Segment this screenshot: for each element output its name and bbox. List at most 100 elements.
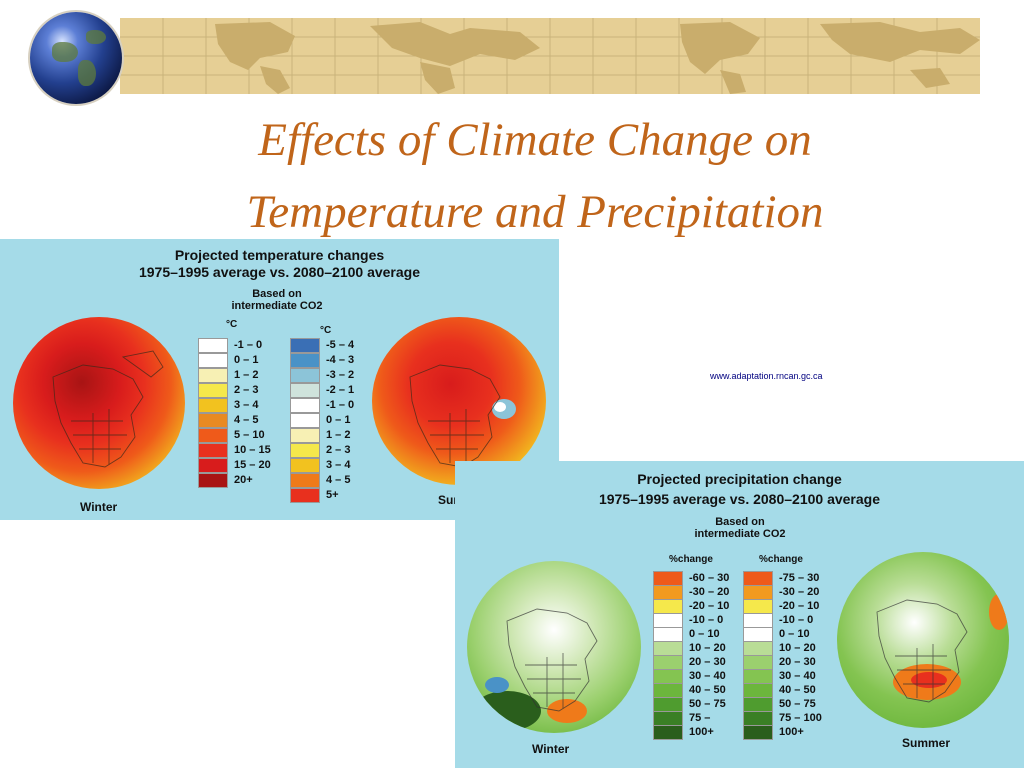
based-on-label: Based on [252, 288, 302, 300]
legend-label: -60 – 30 [689, 572, 730, 584]
legend-swatch [743, 641, 773, 656]
legend-swatch [653, 571, 683, 586]
legend-swatch [198, 473, 228, 488]
winter-precipitation-map [467, 561, 641, 733]
legend-swatch [198, 353, 228, 368]
legend-swatch [290, 413, 320, 428]
legend-label: 75 – [689, 712, 711, 724]
legend-unit: °C [226, 319, 238, 330]
legend-label: 10 – 20 [779, 642, 816, 654]
legend-swatch [290, 398, 320, 413]
legend-item: 50 – 75 [743, 697, 833, 712]
legend-item: 3 – 4 [198, 398, 288, 413]
legend-item: -10 – 0 [743, 613, 833, 628]
legend-item: 1 – 2 [290, 428, 380, 443]
legend-item: 2 – 3 [198, 383, 288, 398]
legend-item: -2 – 1 [290, 383, 380, 398]
legend-item: 0 – 1 [198, 353, 288, 368]
legend-label: 20 – 30 [779, 656, 816, 668]
legend-swatch [198, 458, 228, 473]
legend-unit: °C [320, 325, 332, 336]
legend-item: 1 – 2 [198, 368, 288, 383]
legend-label: 50 – 75 [779, 698, 816, 710]
legend-swatch [653, 655, 683, 670]
legend-label: 4 – 5 [234, 414, 259, 426]
legend-item: 0 – 1 [290, 413, 380, 428]
legend-swatch [198, 368, 228, 383]
summer-map-label: Summer [902, 736, 951, 750]
legend-item: -4 – 3 [290, 353, 380, 368]
legend-swatch [743, 655, 773, 670]
legend-label: 3 – 4 [234, 399, 259, 411]
legend-item: -10 – 0 [653, 613, 743, 628]
legend-label: 30 – 40 [779, 670, 816, 682]
legend-unit: %change [669, 554, 713, 565]
summer-temperature-map [372, 317, 546, 485]
legend-label: 30 – 40 [689, 670, 726, 682]
scenario-label: intermediate CO2 [694, 528, 786, 540]
legend-item: 50 – 75 [653, 697, 743, 712]
legend-swatch [743, 725, 773, 740]
based-on-label: Based on [715, 516, 765, 528]
precipitation-based-on-note: Based on intermediate CO2 [675, 516, 805, 540]
legend-label: 20 – 30 [689, 656, 726, 668]
legend-swatch [743, 711, 773, 726]
legend-label: 1 – 2 [234, 369, 259, 381]
legend-item: -30 – 20 [743, 585, 833, 600]
legend-label: -75 – 30 [779, 572, 820, 584]
legend-label: -5 – 4 [326, 339, 355, 351]
world-map-graphic [120, 18, 980, 94]
legend-swatch [290, 473, 320, 488]
legend-swatch [743, 669, 773, 684]
legend-item: 20 – 30 [653, 655, 743, 670]
legend-swatch [198, 398, 228, 413]
legend-item: 100+ [653, 725, 743, 740]
legend-swatch [290, 368, 320, 383]
legend-label: -10 – 0 [779, 614, 814, 626]
legend-item: 5 – 10 [198, 428, 288, 443]
winter-map-label: Winter [80, 500, 118, 514]
legend-item: -3 – 2 [290, 368, 380, 383]
legend-swatch [653, 697, 683, 712]
legend-item: 75 – [653, 711, 743, 726]
legend-label: -30 – 20 [779, 586, 820, 598]
legend-label: 10 – 15 [234, 444, 271, 456]
legend-item: 20 – 30 [743, 655, 833, 670]
legend-item: 4 – 5 [198, 413, 288, 428]
legend-swatch [198, 338, 228, 353]
legend-swatch [653, 641, 683, 656]
legend-swatch [653, 683, 683, 698]
legend-label: -20 – 10 [779, 600, 820, 612]
legend-label: 0 – 1 [234, 354, 259, 366]
legend-item: -1 – 0 [290, 398, 380, 413]
legend-swatch [290, 488, 320, 503]
legend-item: 15 – 20 [198, 458, 288, 473]
legend-label: 0 – 10 [779, 628, 810, 640]
winter-temperature-map [13, 317, 185, 489]
legend-item: 40 – 50 [653, 683, 743, 698]
legend-swatch [743, 627, 773, 642]
slide-title-line-2: Temperature and Precipitation [246, 186, 824, 238]
legend-label: 0 – 10 [689, 628, 720, 640]
legend-swatch [743, 571, 773, 586]
legend-unit: %change [759, 554, 803, 565]
legend-swatch [743, 683, 773, 698]
legend-label: 5+ [326, 489, 339, 501]
legend-item: -75 – 30 [743, 571, 833, 586]
legend-item: -1 – 0 [198, 338, 288, 353]
legend-swatch [198, 413, 228, 428]
legend-label: -30 – 20 [689, 586, 730, 598]
legend-swatch [653, 669, 683, 684]
legend-swatch [743, 599, 773, 614]
world-map-banner [120, 18, 980, 94]
legend-label: 75 – 100 [779, 712, 822, 724]
legend-label: 100+ [689, 726, 714, 738]
legend-label: -20 – 10 [689, 600, 730, 612]
legend-item: 30 – 40 [743, 669, 833, 684]
source-url-link[interactable]: www.adaptation.rncan.gc.ca [710, 371, 823, 381]
precipitation-figure-title-line-2: 1975–1995 average vs. 2080–2100 average [598, 491, 881, 507]
legend-label: 15 – 20 [234, 459, 271, 471]
legend-swatch [743, 613, 773, 628]
legend-item: -60 – 30 [653, 571, 743, 586]
legend-label: 10 – 20 [689, 642, 726, 654]
